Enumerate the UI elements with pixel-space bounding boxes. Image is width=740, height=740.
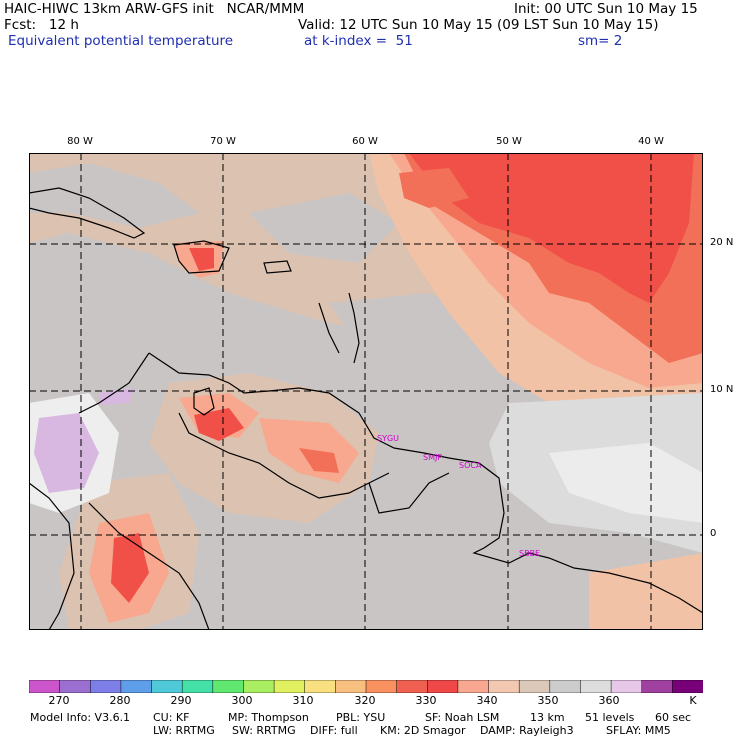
colorbar-swatch	[365, 680, 398, 693]
model-title: HAIC-HIWC 13km ARW-GFS init NCAR/MMM	[4, 1, 305, 17]
colorbar-label-300: 300	[231, 694, 253, 707]
orange-orinoco	[299, 448, 339, 473]
footer-diff: DIFF: full	[310, 724, 358, 737]
colorbar-swatch	[304, 680, 337, 693]
lat-label-0: 0	[710, 528, 717, 539]
colorbar-label-270: 270	[48, 694, 70, 707]
lesser-antilles-2	[348, 292, 360, 364]
footer-levels: 51 levels	[585, 711, 635, 724]
colorbar-label-360: 360	[598, 694, 620, 707]
colorbar-swatch	[427, 680, 459, 693]
interior-border-3	[88, 502, 210, 630]
colorbar-swatch	[212, 680, 245, 693]
lat-label-10n: 10 N	[710, 384, 734, 395]
footer-timestep: 60 sec	[655, 711, 692, 724]
colorbar-swatch	[672, 680, 703, 693]
interior-border-2	[368, 472, 450, 514]
colorbar	[29, 680, 703, 693]
colorbar-swatch	[59, 680, 92, 693]
colorbar-swatch	[90, 680, 122, 693]
colorbar-label-340: 340	[476, 694, 498, 707]
lon-label-50w: 50 W	[496, 136, 522, 147]
footer-sf: SF: Noah LSM	[425, 711, 500, 724]
lavender-strip	[99, 388, 134, 405]
cuba-coast	[29, 187, 146, 239]
colorbar-swatch	[549, 680, 582, 693]
lat-label-20n: 20 N	[710, 237, 734, 248]
colorbar-label-310: 310	[292, 694, 314, 707]
colorbar-label-290: 290	[170, 694, 192, 707]
colorbar-swatch	[273, 680, 306, 693]
footer-km: KM: 2D Smagor	[380, 724, 466, 737]
colorbar-swatch	[610, 680, 643, 693]
colorbar-swatch	[457, 680, 490, 693]
interior-border-1	[178, 412, 390, 499]
red-maracaibo	[194, 408, 244, 441]
footer-sw: SW: RRTMG	[232, 724, 296, 737]
pacific-coast	[29, 482, 75, 630]
colorbar-swatch	[396, 680, 429, 693]
valid-time: Valid: 12 UTC Sun 10 May 15 (09 LST Sun …	[298, 17, 659, 33]
colorbar-swatch	[335, 680, 367, 693]
puerto-rico-coast	[263, 260, 292, 274]
lesser-antilles-1	[318, 302, 340, 354]
station-smjp: SMJP	[423, 453, 442, 462]
colombia-coast	[78, 352, 150, 414]
footer-model-info: Model Info: V3.6.1	[30, 711, 131, 724]
gray-patch-central	[249, 193, 399, 263]
colorbar-swatch	[120, 680, 153, 693]
footer-damp: DAMP: Rayleigh3	[480, 724, 574, 737]
colorbar-swatch	[29, 680, 61, 693]
station-sygu: SYGU	[377, 434, 399, 443]
init-time: Init: 00 UTC Sun 10 May 15	[514, 1, 698, 17]
smoothing: sm= 2	[578, 33, 623, 49]
colorbar-swatch	[243, 680, 275, 693]
red-colombia-andes	[111, 533, 149, 603]
footer-resolution: 13 km	[530, 711, 565, 724]
level-index: at k-index = 51	[304, 33, 413, 49]
lon-label-80w: 80 W	[67, 136, 93, 147]
colorbar-label-330: 330	[415, 694, 437, 707]
colorbar-swatch	[518, 680, 551, 693]
red-core-region	[409, 153, 694, 303]
footer-pbl: PBL: YSU	[336, 711, 386, 724]
station-sbbe: SBBE	[519, 549, 540, 558]
colorbar-label-350: 350	[537, 694, 559, 707]
lavender-region-west	[34, 413, 99, 493]
footer-sflay: SFLAY: MM5	[606, 724, 671, 737]
footer-lw: LW: RRTMG	[153, 724, 215, 737]
gray-patch-west	[29, 323, 189, 393]
orange-red-lobe	[399, 168, 469, 208]
coastlines	[29, 187, 703, 630]
station-soca: SOCA	[459, 461, 482, 470]
whitish-atlantic	[549, 443, 703, 523]
footer-mp: MP: Thompson	[228, 711, 309, 724]
colorbar-swatch	[641, 680, 674, 693]
colorbar-swatch	[580, 680, 612, 693]
colorbar-swatch	[151, 680, 183, 693]
gray-patch-caribbean	[29, 163, 199, 228]
red-hispaniola	[189, 248, 214, 271]
lon-label-40w: 40 W	[638, 136, 664, 147]
peach-southeast	[589, 553, 703, 630]
footer-cu: CU: KF	[153, 711, 190, 724]
theta-e-map: SYGU SMJP SOCA SBBE	[29, 153, 703, 630]
colorbar-swatch	[181, 680, 214, 693]
forecast-hour: Fcst: 12 h	[4, 17, 79, 33]
lon-label-60w: 60 W	[352, 136, 378, 147]
colorbar-label-320: 320	[354, 694, 376, 707]
colorbar-swatch	[488, 680, 520, 693]
hispaniola-coast	[173, 240, 230, 274]
lat-lon-grid	[29, 153, 703, 630]
south-america-north-coast	[148, 352, 703, 614]
colorbar-label-280: 280	[109, 694, 131, 707]
lake-maracaibo	[193, 387, 215, 416]
lon-label-70w: 70 W	[210, 136, 236, 147]
colorbar-unit: K	[689, 694, 697, 707]
map-frame	[29, 153, 703, 630]
field-name: Equivalent potential temperature	[8, 33, 234, 49]
